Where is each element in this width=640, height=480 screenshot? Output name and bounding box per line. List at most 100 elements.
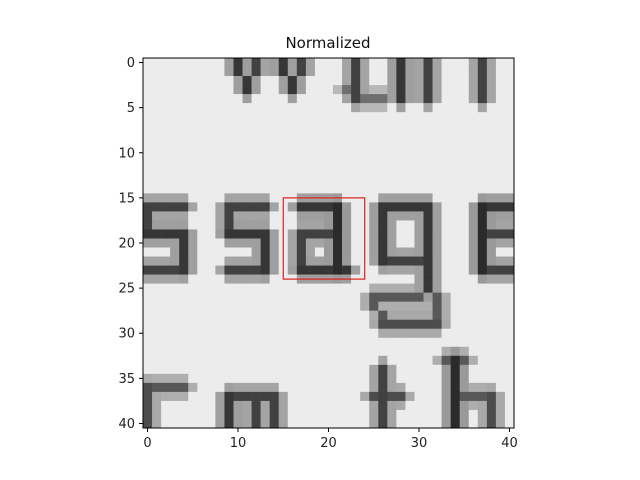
heatmap-cell	[450, 103, 461, 113]
heatmap-cell	[323, 382, 334, 393]
heatmap-cell	[242, 202, 252, 212]
heatmap-cell	[441, 193, 451, 203]
heatmap-cell	[296, 247, 307, 257]
heatmap-cell	[188, 184, 198, 194]
heatmap-cell	[242, 265, 252, 275]
heatmap-cell	[486, 94, 497, 104]
heatmap-cell	[179, 364, 189, 375]
heatmap-cell	[333, 238, 343, 248]
heatmap-cell	[179, 58, 189, 68]
heatmap-cell	[152, 94, 162, 104]
heatmap-cell	[396, 238, 406, 248]
heatmap-cell	[233, 373, 243, 384]
heatmap-cell	[423, 157, 433, 167]
heatmap-cell	[287, 175, 298, 185]
heatmap-cell	[260, 391, 270, 402]
heatmap-cell	[423, 67, 433, 77]
heatmap-cell	[323, 67, 334, 77]
x-axis: 0 10 20 30 40	[143, 428, 518, 451]
heatmap-cell	[405, 256, 415, 266]
heatmap-cell	[378, 418, 388, 428]
heatmap-cell	[161, 301, 171, 311]
heatmap-cell	[224, 67, 234, 77]
heatmap-cell	[441, 382, 451, 393]
heatmap-cell	[360, 391, 370, 402]
heatmap-cell	[378, 67, 388, 77]
heatmap-cell	[323, 166, 334, 176]
heatmap-cell	[179, 220, 189, 230]
heatmap-cell	[161, 175, 171, 185]
heatmap-cell	[477, 373, 488, 384]
heatmap-cell	[495, 139, 506, 149]
heatmap-cell	[423, 337, 433, 348]
heatmap-cell	[305, 418, 316, 428]
heatmap-cell	[143, 166, 153, 176]
heatmap-cell	[369, 391, 379, 402]
heatmap-cell	[387, 121, 397, 131]
heatmap-cell	[468, 58, 479, 68]
heatmap-cell	[477, 184, 488, 194]
heatmap-cell	[405, 85, 415, 95]
heatmap-cell	[432, 292, 442, 302]
heatmap-cell	[333, 283, 343, 293]
heatmap-cell	[143, 103, 153, 113]
heatmap-cell	[360, 337, 370, 348]
heatmap-cell	[414, 94, 424, 104]
heatmap-cell	[242, 211, 252, 221]
heatmap-cell	[450, 220, 461, 230]
heatmap-cell	[414, 310, 424, 320]
heatmap-cell	[360, 94, 370, 104]
heatmap-cell	[477, 103, 488, 113]
heatmap-cell	[251, 94, 261, 104]
heatmap-cell	[342, 301, 352, 311]
heatmap-cell	[296, 166, 307, 176]
heatmap-cell	[450, 292, 461, 302]
heatmap-cell	[215, 175, 225, 185]
heatmap-cell	[143, 76, 153, 86]
heatmap-cell	[224, 85, 234, 95]
heatmap-cell	[269, 139, 280, 149]
heatmap-cell	[405, 130, 415, 140]
heatmap-cell	[486, 355, 497, 366]
heatmap-cell	[396, 355, 406, 366]
heatmap-cell	[188, 274, 198, 284]
heatmap-cell	[152, 310, 162, 320]
heatmap-cell	[314, 76, 325, 86]
heatmap-cell	[432, 94, 442, 104]
heatmap-cell	[369, 319, 379, 330]
heatmap-cell	[188, 94, 198, 104]
heatmap-cell	[387, 166, 397, 176]
heatmap-cell	[477, 121, 488, 131]
heatmap-cell	[405, 292, 415, 302]
heatmap-cell	[287, 166, 298, 176]
heatmap-cell	[495, 58, 506, 68]
heatmap-cell	[432, 409, 442, 420]
heatmap-cell	[251, 193, 261, 203]
heatmap-cell	[170, 193, 180, 203]
heatmap-cell	[504, 103, 514, 113]
heatmap-cell	[269, 184, 280, 194]
heatmap-cell	[170, 202, 180, 212]
heatmap-cell	[504, 373, 514, 384]
heatmap-cell	[242, 229, 252, 239]
heatmap-cell	[396, 382, 406, 393]
heatmap-cell	[206, 112, 216, 122]
heatmap-cell	[468, 247, 479, 257]
heatmap-cell	[495, 328, 506, 339]
heatmap-cell	[260, 292, 270, 302]
heatmap-cell	[197, 157, 207, 167]
heatmap-cell	[360, 283, 370, 293]
heatmap-cell	[179, 166, 189, 176]
heatmap-cell	[459, 67, 470, 77]
heatmap-cell	[432, 220, 442, 230]
heatmap-cell	[278, 373, 289, 384]
heatmap-cell	[369, 58, 379, 68]
heatmap-cell	[188, 373, 198, 384]
heatmap-cell	[333, 382, 343, 393]
heatmap-cell	[314, 346, 325, 357]
heatmap-cell	[387, 355, 397, 366]
heatmap-cell	[206, 373, 216, 384]
heatmap-cell	[161, 139, 171, 149]
heatmap-cell	[351, 391, 361, 402]
heatmap-cell	[170, 166, 180, 176]
